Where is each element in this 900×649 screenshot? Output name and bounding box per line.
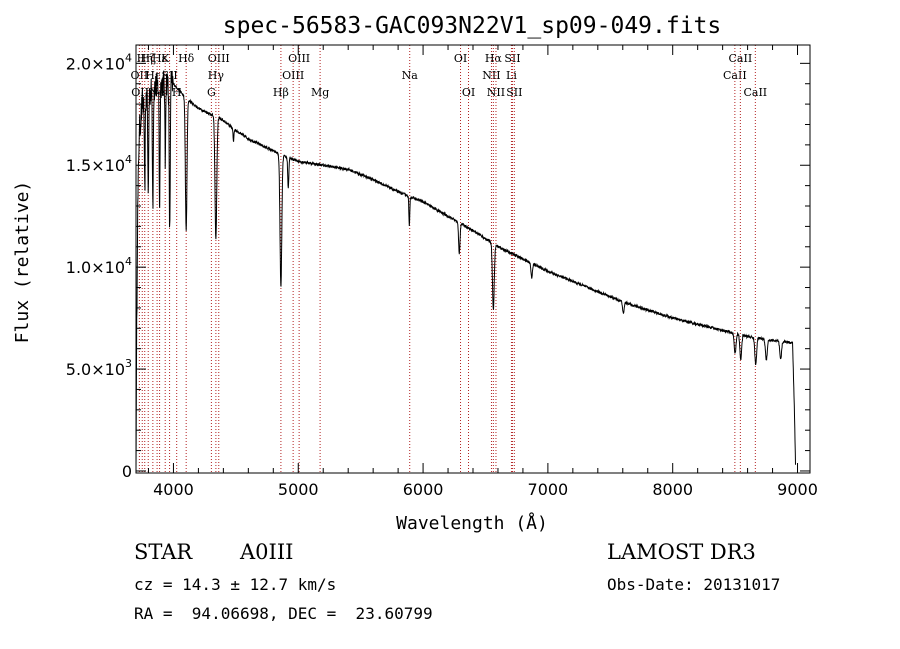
y-tick-label: 1.5×104 [66, 153, 132, 175]
line-marker-label: Mg [311, 86, 329, 99]
line-marker-label: CaII [729, 52, 753, 65]
x-tick-label: 9000 [777, 480, 818, 499]
line-marker-label: Hα [485, 52, 503, 65]
redshift-readout: cz = 14.3 ± 12.7 km/s [134, 575, 337, 594]
y-tick-label: 5.0×103 [66, 357, 132, 379]
line-marker-label: OIII [282, 69, 304, 82]
line-marker-label: OIII [288, 52, 310, 65]
plot-frame [135, 44, 811, 474]
y-tick-label: 0 [122, 462, 132, 481]
line-marker-label: SII [161, 69, 177, 82]
line-marker-label: K [161, 52, 170, 65]
line-marker-label: CaII [723, 69, 747, 82]
line-marker-label: OI [454, 52, 467, 65]
line-marker-label: NII [487, 86, 505, 99]
line-markers: OIIOIIIHηHζHεNeHεKSIIHHδGHγOIIIHβOIIIOII… [131, 45, 767, 473]
line-marker-label: SII [506, 86, 522, 99]
observation-date: Obs-Date: 20131017 [607, 575, 781, 594]
object-subclass: A0III [240, 540, 294, 564]
axis-ticks: 4000 5000 6000 7000 8000 9000 0 5.0×103 1.0×104 1… [66, 45, 818, 499]
x-tick-label: 4000 [153, 480, 194, 499]
line-marker-label: OI [462, 86, 475, 99]
x-tick-label: 7000 [528, 480, 569, 499]
coordinates-readout: RA = 94.06698, DEC = 23.60799 [134, 604, 433, 623]
line-marker-label: H [172, 86, 182, 99]
line-marker-label: Li [506, 69, 517, 82]
line-marker-label: NII [482, 69, 500, 82]
line-marker-label: Hγ [208, 69, 225, 82]
line-marker-label: Hδ [178, 52, 195, 65]
y-axis-label: Flux (relative) [12, 181, 33, 344]
survey-name: LAMOST DR3 [607, 540, 756, 564]
line-marker-label: G [207, 86, 216, 99]
line-marker-label: SII [504, 52, 520, 65]
line-marker-label: Hβ [273, 86, 289, 99]
line-marker-label: OII [131, 69, 149, 82]
chart-title: spec-56583-GAC093N22V1_sp09-049.fits [223, 13, 722, 39]
x-tick-label: 5000 [278, 480, 319, 499]
line-marker-label: Na [402, 69, 419, 82]
object-class: STAR [134, 540, 193, 564]
line-marker-label: OIII [208, 52, 230, 65]
x-axis-label: Wavelength (Å) [396, 512, 548, 534]
x-tick-label: 6000 [403, 480, 444, 499]
line-marker-label: Hε [152, 52, 168, 65]
spectrum-line [135, 70, 796, 472]
line-marker-label: CaII [743, 86, 767, 99]
line-marker-label: Hζ [140, 52, 156, 65]
line-marker-label: Hη [137, 52, 153, 65]
y-tick-label: 1.0×104 [66, 255, 132, 277]
x-tick-label: 8000 [652, 480, 693, 499]
y-tick-label: 2.0×104 [66, 51, 132, 73]
line-marker-label: Hε [145, 69, 161, 82]
